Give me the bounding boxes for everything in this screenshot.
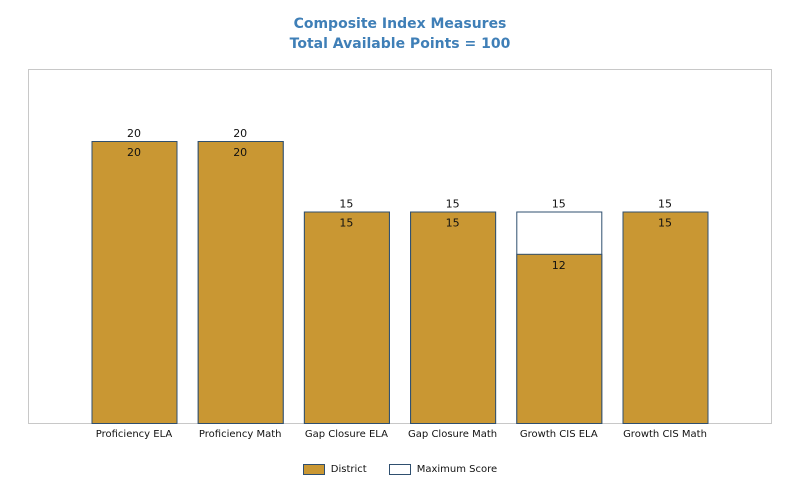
- legend-swatch-district: [302, 464, 325, 475]
- legend-swatch-maximum-score: [388, 464, 411, 475]
- value-label-district-proficiency-ela: 20: [127, 146, 141, 159]
- value-label-maximum-score-gap-closure-math: 15: [446, 198, 460, 211]
- value-label-district-growth-cis-math: 15: [658, 217, 672, 230]
- value-label-maximum-score-proficiency-math: 20: [233, 127, 247, 140]
- value-label-maximum-score-growth-cis-math: 15: [658, 198, 672, 211]
- category-label-gap-closure-math: Gap Closure Math: [408, 429, 497, 440]
- category-labels-layer: Proficiency ELA Proficiency Math Gap Closu…: [96, 429, 707, 440]
- value-label-maximum-score-proficiency-ela: 20: [127, 127, 141, 140]
- bar-district-growth-cis-ela: [516, 253, 603, 424]
- plot-frame: [28, 69, 772, 424]
- category-label-proficiency-math: Proficiency Math: [199, 429, 282, 440]
- value-label-maximum-score-gap-closure-ela: 15: [339, 198, 353, 211]
- value-label-district-proficiency-math: 20: [233, 146, 247, 159]
- value-label-district-gap-closure-math: 15: [446, 217, 460, 230]
- labels-layer: 20 20 20 20 15 15 15 15 15 12 15 15: [127, 127, 672, 272]
- legend: District Maximum Score: [0, 464, 800, 475]
- bars-layer: [91, 141, 709, 424]
- legend-label-district: District: [330, 464, 367, 475]
- value-label-district-growth-cis-ela: 12: [552, 259, 566, 272]
- category-label-growth-cis-ela: Growth CIS ELA: [520, 429, 598, 440]
- chart-title: Composite Index Measures: [293, 16, 507, 32]
- value-label-district-gap-closure-ela: 15: [339, 217, 353, 230]
- legend-item-maximum-score: Maximum Score: [388, 464, 498, 475]
- bar-district-growth-cis-math: [622, 211, 709, 424]
- bar-district-proficiency-math: [197, 141, 284, 424]
- value-label-maximum-score-growth-cis-ela: 15: [552, 198, 566, 211]
- category-label-growth-cis-math: Growth CIS Math: [623, 429, 707, 440]
- category-label-gap-closure-ela: Gap Closure ELA: [305, 429, 388, 440]
- category-label-proficiency-ela: Proficiency ELA: [96, 429, 173, 440]
- chart-subtitle: Total Available Points = 100: [289, 36, 511, 52]
- legend-label-maximum-score: Maximum Score: [416, 464, 498, 475]
- chart-title-block: Composite Index Measures Total Available…: [0, 14, 800, 54]
- bar-district-proficiency-ela: [91, 141, 178, 424]
- bar-district-gap-closure-ela: [303, 211, 390, 424]
- bar-district-gap-closure-math: [410, 211, 497, 424]
- legend-item-district: District: [302, 464, 367, 475]
